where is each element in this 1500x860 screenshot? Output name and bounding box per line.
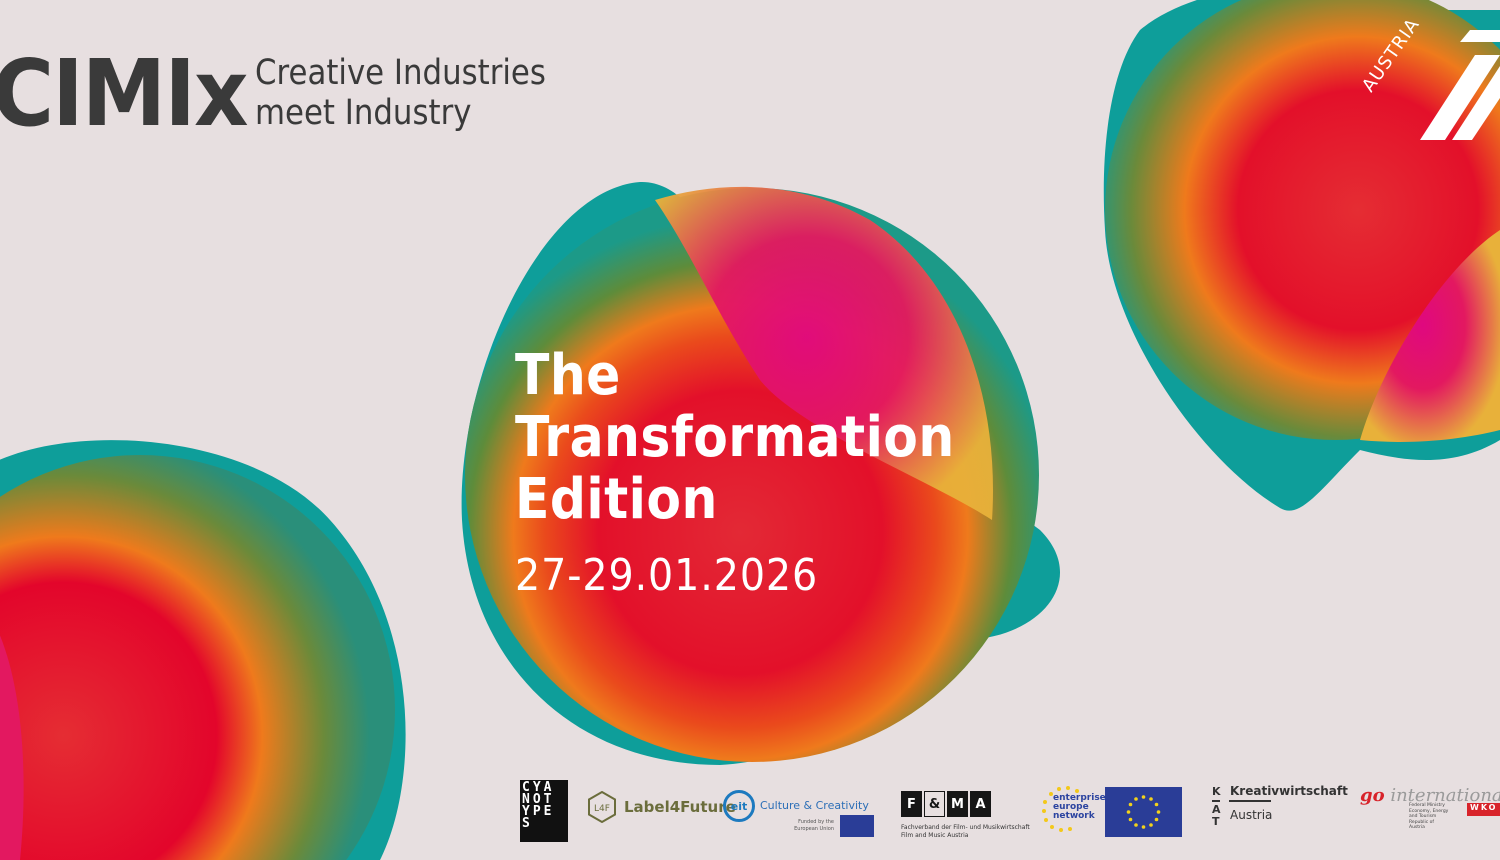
een-line2: europe <box>1053 802 1089 812</box>
cyanotypes-row: S <box>522 816 533 831</box>
label4future-hex-icon: L4F <box>588 791 616 823</box>
cyanotypes-row: YPE <box>522 804 555 819</box>
fma-sub-line2: Film and Music Austria <box>901 832 969 839</box>
cimix-logo: CIMIx <box>0 40 249 147</box>
een-stars-icon <box>1042 786 1079 832</box>
tagline: Creative Industries meet Industry <box>255 53 546 133</box>
eu-flag-icon <box>1105 787 1182 837</box>
kreativwirtschaft-text: Kreativwirtschaft <box>1230 784 1348 798</box>
cyanotypes-row: NOT <box>522 792 555 807</box>
austria-text: Austria <box>1230 808 1273 822</box>
international-text: international <box>1390 785 1500 806</box>
eit-logo-icon: eit <box>723 790 755 822</box>
event-date: 27-29.01.2026 <box>515 550 819 601</box>
fma-letter: F <box>901 791 922 817</box>
fma-sub-line1: Fachverband der Film- und Musikwirtschaf… <box>901 824 1030 831</box>
funded-by-eu-text: Funded by the European Union <box>794 819 834 832</box>
hero-title-line3: Edition <box>515 467 718 532</box>
kat-logo: K A T <box>1212 786 1221 828</box>
ministry-text: Federal Ministry Economy, Energy and Tou… <box>1409 803 1449 830</box>
fma-letter: & <box>924 791 945 817</box>
fma-subtitle: Fachverband der Film- und Musikwirtschaf… <box>901 824 1030 840</box>
wko-logo: WKO <box>1467 803 1500 816</box>
kat-divider <box>1229 800 1271 802</box>
eit-culture-creativity: Culture & Creativity <box>760 799 869 812</box>
hero-title-line2: Transformation <box>515 405 955 470</box>
svg-text:L4F: L4F <box>594 804 610 814</box>
austria-stripe-icon <box>1420 55 1500 140</box>
hero-title-line1: The <box>515 343 621 408</box>
tagline-line2: meet Industry <box>255 93 472 133</box>
kat-letter: T <box>1212 815 1220 828</box>
een-line1: enterprise <box>1053 793 1106 803</box>
fma-logo: F & M A <box>901 791 991 817</box>
go-text: go <box>1360 785 1385 806</box>
go-international-logo: go international <box>1360 785 1500 806</box>
kat-letter: A <box>1212 803 1221 816</box>
kat-letter: K <box>1212 785 1221 798</box>
tagline-line1: Creative Industries <box>255 53 546 93</box>
fma-letter: M <box>947 791 968 817</box>
kat-divider <box>1212 800 1220 802</box>
cyanotypes-row: CYA <box>522 780 555 795</box>
eu-flag-small-icon <box>840 815 874 837</box>
cyanotypes-logo: CYA NOT YPE S <box>520 780 568 842</box>
fma-letter: A <box>970 791 991 817</box>
label4future-logo: Label4Future <box>624 798 736 816</box>
een-logo: enterprise europe network <box>1053 794 1106 821</box>
een-line3: network <box>1053 811 1095 821</box>
hero-title: The Transformation Edition <box>515 345 955 531</box>
